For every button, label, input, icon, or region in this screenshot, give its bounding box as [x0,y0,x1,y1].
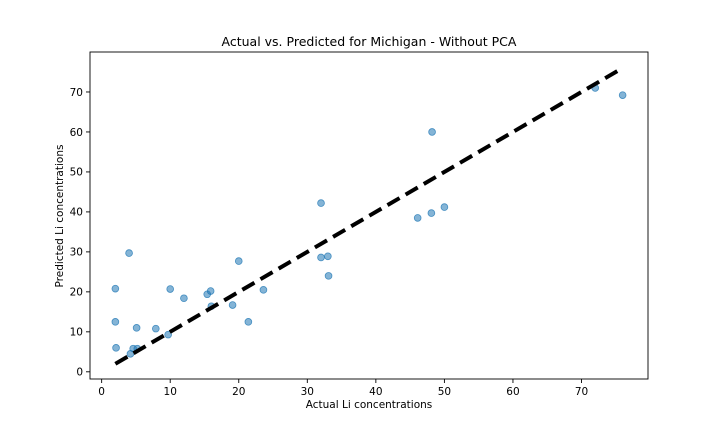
data-point-2 [112,344,120,352]
data-point-0 [111,284,120,293]
y-tick-label-4: 40 [70,207,83,219]
chart-title: Actual vs. Predicted for Michigan - With… [222,34,517,49]
x-tick-label-2: 20 [232,386,245,398]
y-tick-label-6: 60 [70,127,83,139]
data-point-13 [206,287,215,295]
data-point-25 [428,128,436,136]
x-tick-label-0: 0 [98,386,105,398]
x-tick-label-1: 10 [164,386,177,398]
data-point-21 [324,252,332,261]
data-point-26 [440,203,449,211]
y-tick-label-1: 10 [70,327,83,339]
x-tick-label-7: 70 [575,386,588,398]
y-tick-label-0: 0 [76,367,83,379]
data-point-9 [164,330,172,339]
data-point-15 [228,301,237,309]
x-tick-label-3: 30 [301,386,314,398]
data-point-19 [317,199,325,207]
y-axis-label: Predicted Li concentrations [54,145,66,288]
data-point-20 [317,253,325,262]
y-tick-label-3: 30 [70,247,83,259]
y-tick-label-7: 70 [70,87,83,99]
data-point-17 [244,318,253,326]
data-point-11 [180,294,188,303]
y-tick-label-5: 50 [70,167,83,179]
x-tick-label-5: 50 [438,386,451,398]
x-axis-label: Actual Li concentrations [306,399,433,411]
axes-frame [89,51,649,380]
data-point-3 [125,249,133,257]
data-point-28 [618,91,627,99]
data-point-23 [413,214,422,222]
data-point-6 [132,324,141,332]
x-tick-label-4: 40 [369,386,382,398]
y-tick-label-2: 20 [70,287,83,299]
data-point-18 [259,286,268,294]
data-point-24 [427,209,436,217]
data-point-10 [166,285,175,293]
plot-area: 0 10 20 30 40 50 60 70 0 10 20 30 40 50 60 70 [70,51,649,398]
data-point-1 [111,318,120,326]
data-point-22 [324,272,333,280]
data-point-16 [234,257,243,265]
x-tick-label-6: 60 [506,386,519,398]
reference-line [114,66,624,366]
data-point-8 [152,324,160,333]
